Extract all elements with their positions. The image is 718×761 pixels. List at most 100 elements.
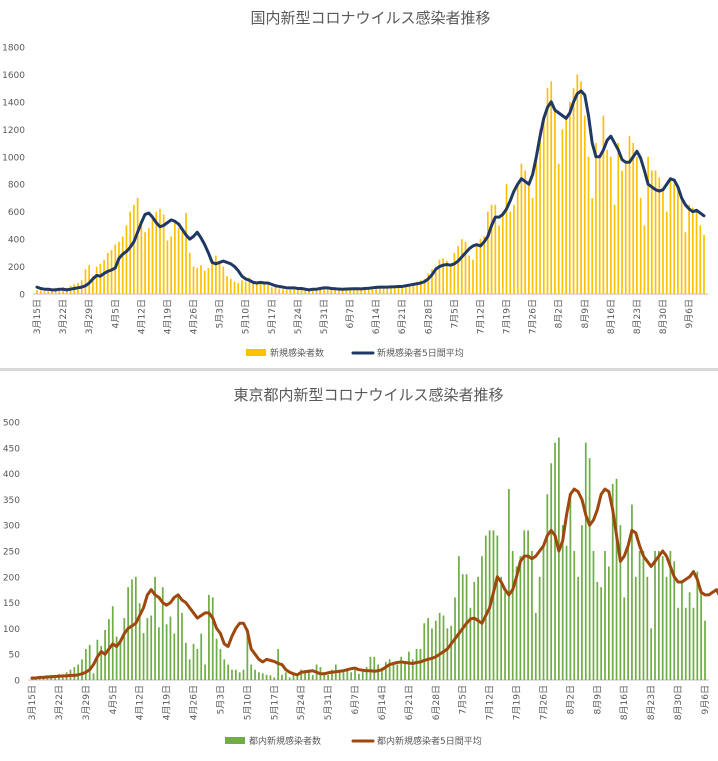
bar (475, 245, 478, 294)
bar (200, 633, 203, 680)
bar (539, 129, 541, 294)
bar (561, 525, 564, 680)
bar (192, 643, 195, 680)
bar (203, 270, 206, 294)
panel-separator (0, 368, 718, 371)
x-tick-label: 6月14日 (377, 685, 388, 720)
bar (584, 442, 587, 680)
x-tick-label: 3月22日 (58, 299, 69, 334)
bar (546, 88, 549, 295)
x-tick-label: 4月19日 (162, 685, 173, 720)
bar (161, 587, 164, 680)
bar (233, 281, 236, 294)
bar (473, 581, 476, 680)
bar (259, 281, 262, 294)
bar (703, 234, 705, 294)
bar (617, 143, 620, 294)
bar (174, 219, 176, 294)
bar (119, 638, 122, 680)
bar (449, 263, 452, 294)
x-tick-label: 4月12日 (135, 685, 146, 720)
y-tick-label: 500 (3, 419, 20, 429)
bar (270, 287, 273, 294)
bar (330, 289, 333, 294)
x-tick-label: 8月9日 (592, 685, 603, 714)
bar (602, 115, 605, 294)
y-tick-label: 1400 (2, 98, 25, 108)
bar (677, 607, 679, 680)
bar (274, 285, 277, 294)
bar (650, 170, 653, 294)
bar (258, 672, 260, 680)
x-tick-label: 3月29日 (81, 685, 92, 720)
x-tick-label: 6月28日 (431, 685, 442, 720)
bar (46, 677, 49, 680)
bar (669, 177, 672, 294)
bar (73, 667, 76, 680)
x-tick-label: 8月2日 (554, 299, 565, 328)
bar (479, 239, 482, 294)
bar (392, 664, 395, 680)
bar (631, 504, 633, 680)
y-tick-label: 400 (3, 470, 20, 480)
bar (129, 211, 131, 294)
chart-tokyo: 東京都内新型コロナウイルス感染者推移 0 50 100 150 200 250 300 350 4… (3, 386, 718, 747)
bar (338, 672, 341, 680)
bar (438, 612, 441, 680)
x-tick-label: 8月16日 (619, 685, 630, 720)
bar (680, 197, 683, 294)
bar (311, 289, 314, 294)
bar (223, 659, 226, 680)
x-tick-label: 7月19日 (502, 299, 513, 334)
bar (261, 673, 264, 680)
x-tick-label: 5月31日 (319, 299, 330, 334)
bar (695, 211, 698, 294)
x-tick-label: 7月12日 (475, 299, 486, 334)
bar (684, 232, 687, 294)
x-tick-label: 5月17日 (267, 299, 278, 334)
x-tick-label: 7月5日 (458, 685, 469, 714)
bar (465, 574, 468, 680)
bar (583, 115, 586, 294)
x-tick-label: 6月21日 (404, 685, 415, 720)
bar (427, 273, 430, 294)
bar (265, 674, 268, 680)
bar (349, 289, 351, 294)
x-tick-label: 4月19日 (162, 299, 173, 334)
x-tick-label: 5月24日 (293, 299, 304, 334)
bar (569, 499, 572, 680)
y-tick-label: 400 (8, 236, 25, 246)
bar (92, 276, 94, 294)
bar (704, 620, 706, 680)
bar (400, 656, 403, 680)
x-tick-label: 7月19日 (512, 685, 523, 720)
bar (165, 624, 168, 680)
bar (434, 266, 437, 294)
bar (472, 259, 474, 294)
bar (610, 156, 612, 294)
bar (196, 649, 199, 680)
x-tick-label: 7月26日 (538, 685, 549, 720)
bar (125, 225, 128, 294)
bar (469, 607, 472, 680)
bar (450, 625, 453, 680)
x-tick-label: 5月31日 (323, 685, 334, 720)
bar (134, 576, 137, 680)
y-tick-label: 200 (3, 573, 20, 583)
bar (673, 561, 676, 680)
bar (103, 259, 105, 294)
bar (621, 170, 623, 294)
bar (215, 255, 217, 294)
y-tick-label: 0 (14, 677, 20, 687)
bar (386, 286, 389, 294)
bar (546, 494, 549, 680)
bar (554, 442, 556, 680)
bar (84, 649, 87, 680)
bar (58, 289, 61, 294)
bar (598, 156, 601, 294)
x-tick-label: 9月6日 (684, 299, 695, 328)
bar (185, 213, 187, 294)
bar (481, 556, 483, 680)
bar (256, 281, 258, 294)
bar (624, 163, 627, 294)
